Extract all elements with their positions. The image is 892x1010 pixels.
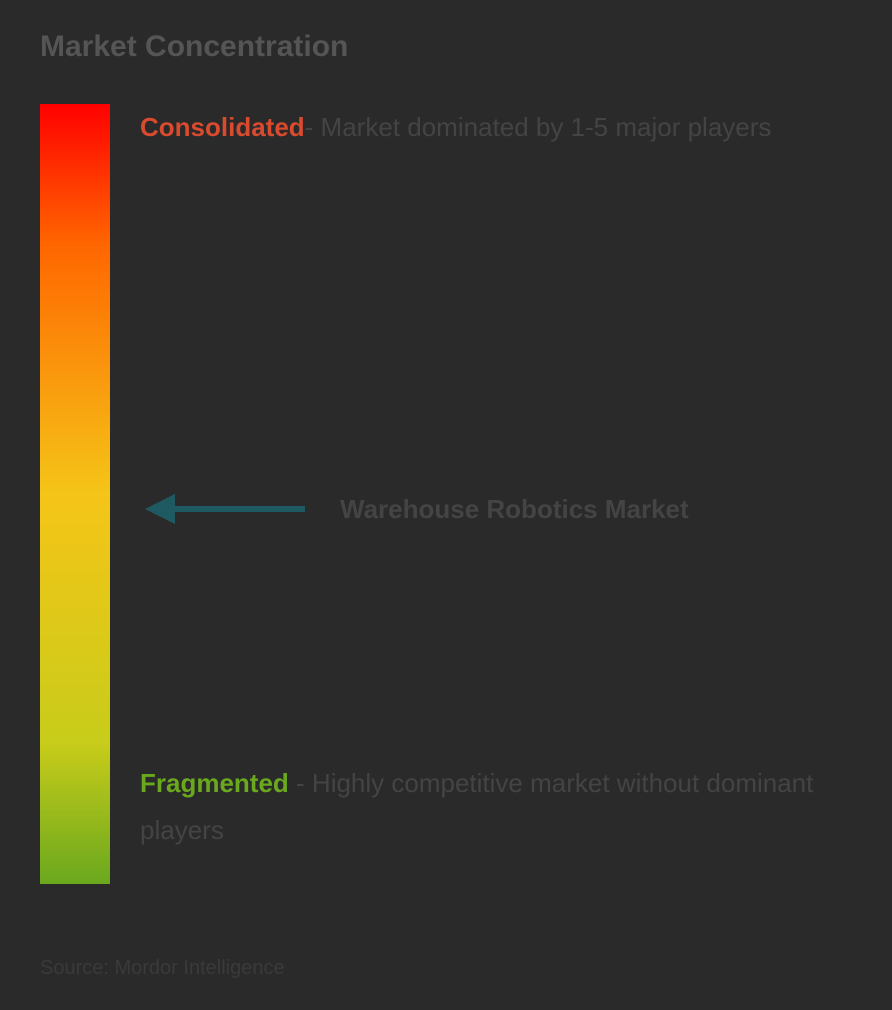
consolidated-text: - Market dominated by 1-5 major players (305, 112, 772, 142)
consolidated-description: Consolidated- Market dominated by 1-5 ma… (140, 104, 832, 151)
descriptions-column: Consolidated- Market dominated by 1-5 ma… (140, 104, 852, 884)
market-indicator: Warehouse Robotics Market (140, 489, 832, 529)
market-name: Warehouse Robotics Market (340, 491, 689, 527)
consolidated-label: Consolidated (140, 112, 305, 142)
fragmented-label: Fragmented (140, 768, 289, 798)
fragmented-description: Fragmented - Highly competitive market w… (140, 760, 832, 854)
concentration-gradient-bar (40, 104, 110, 884)
arrow-left-icon (140, 489, 310, 529)
content-area: Consolidated- Market dominated by 1-5 ma… (40, 104, 852, 924)
source-attribution: Source: Mordor Intelligence (40, 957, 285, 980)
arrow-head (145, 494, 175, 524)
page-title: Market Concentration (40, 30, 852, 64)
